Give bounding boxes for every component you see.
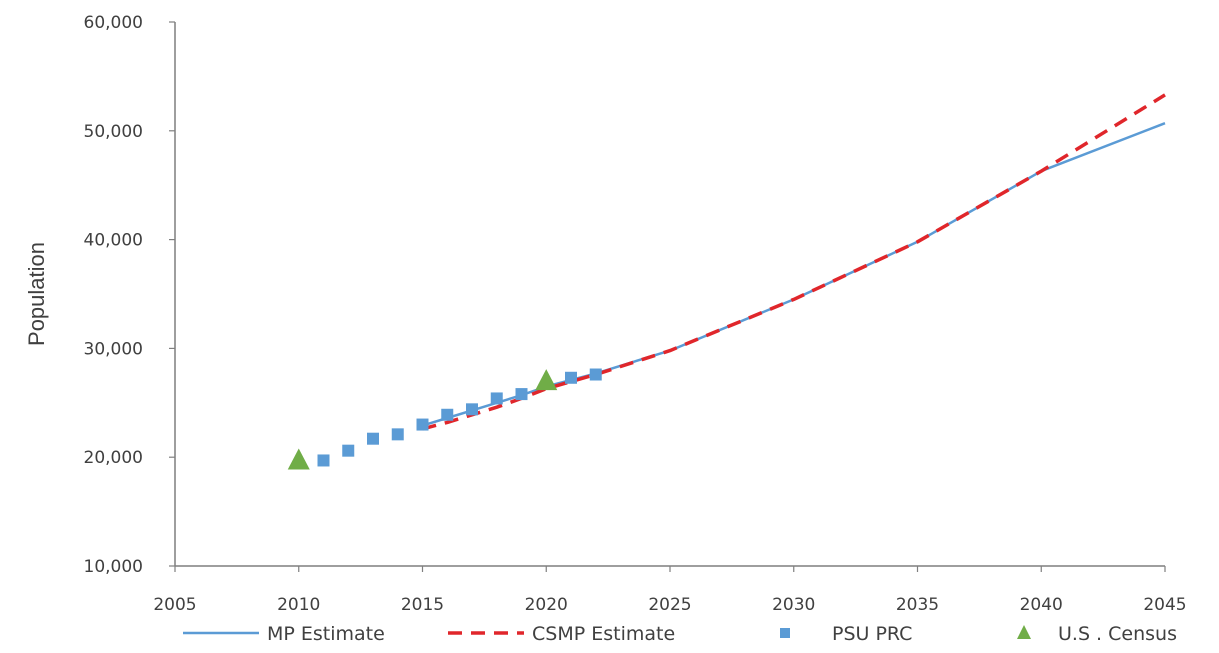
y-tick-label: 30,000 (84, 339, 143, 359)
x-tick-label: 2025 (648, 595, 691, 615)
x-tick-label: 2010 (277, 595, 320, 615)
x-tick-label: 2030 (772, 595, 815, 615)
legend: MP Estimate CSMP Estimate PSU PRC U.S . Cen… (183, 623, 1177, 645)
census-point (287, 448, 310, 470)
psu-prc-point (466, 403, 478, 416)
legend-label-3: U.S . Census (1058, 623, 1177, 645)
psu-prc-point (515, 388, 528, 401)
y-tick-label: 40,000 (84, 231, 143, 251)
legend-swatch-2 (780, 628, 790, 638)
psu-prc-point (367, 432, 379, 445)
legend-label-2: PSU PRC (832, 623, 912, 645)
psu-prc-point (317, 454, 330, 467)
legend-label-1: CSMP Estimate (532, 623, 675, 645)
x-tick-label: 2005 (153, 595, 196, 615)
psu-prc-point (490, 392, 503, 405)
census-point (535, 369, 558, 391)
legend-swatch-3 (1017, 625, 1031, 639)
axes (174, 22, 1165, 567)
psu-prc-point (391, 428, 404, 441)
psu-prc-point (441, 408, 454, 421)
psu-prc-point (416, 418, 429, 431)
x-tick-label: 2020 (525, 595, 568, 615)
x-axis-ticks: 2005 2010 2015 2020 2025 2030 2035 2040 2045 (153, 566, 1187, 615)
x-tick-label: 2015 (401, 595, 444, 615)
y-tick-label: 10,000 (84, 557, 143, 577)
series-line-1 (422, 93, 1166, 431)
y-axis-ticks: 10,000 20,000 30,000 40,000 50,000 60,000 (84, 13, 175, 577)
series-layer (287, 93, 1166, 470)
x-tick-label: 2040 (1020, 595, 1063, 615)
psu-prc-point (342, 444, 355, 457)
legend-label-0: MP Estimate (267, 623, 385, 645)
psu-prc-point (589, 368, 602, 381)
series-line-0 (422, 122, 1166, 427)
y-tick-label: 50,000 (84, 122, 143, 142)
y-tick-label: 20,000 (84, 448, 143, 468)
y-axis-title: Population (24, 242, 49, 346)
x-tick-label: 2045 (1143, 595, 1186, 615)
psu-prc-point (565, 371, 577, 384)
y-tick-label: 60,000 (84, 13, 143, 33)
x-tick-label: 2035 (896, 595, 939, 615)
